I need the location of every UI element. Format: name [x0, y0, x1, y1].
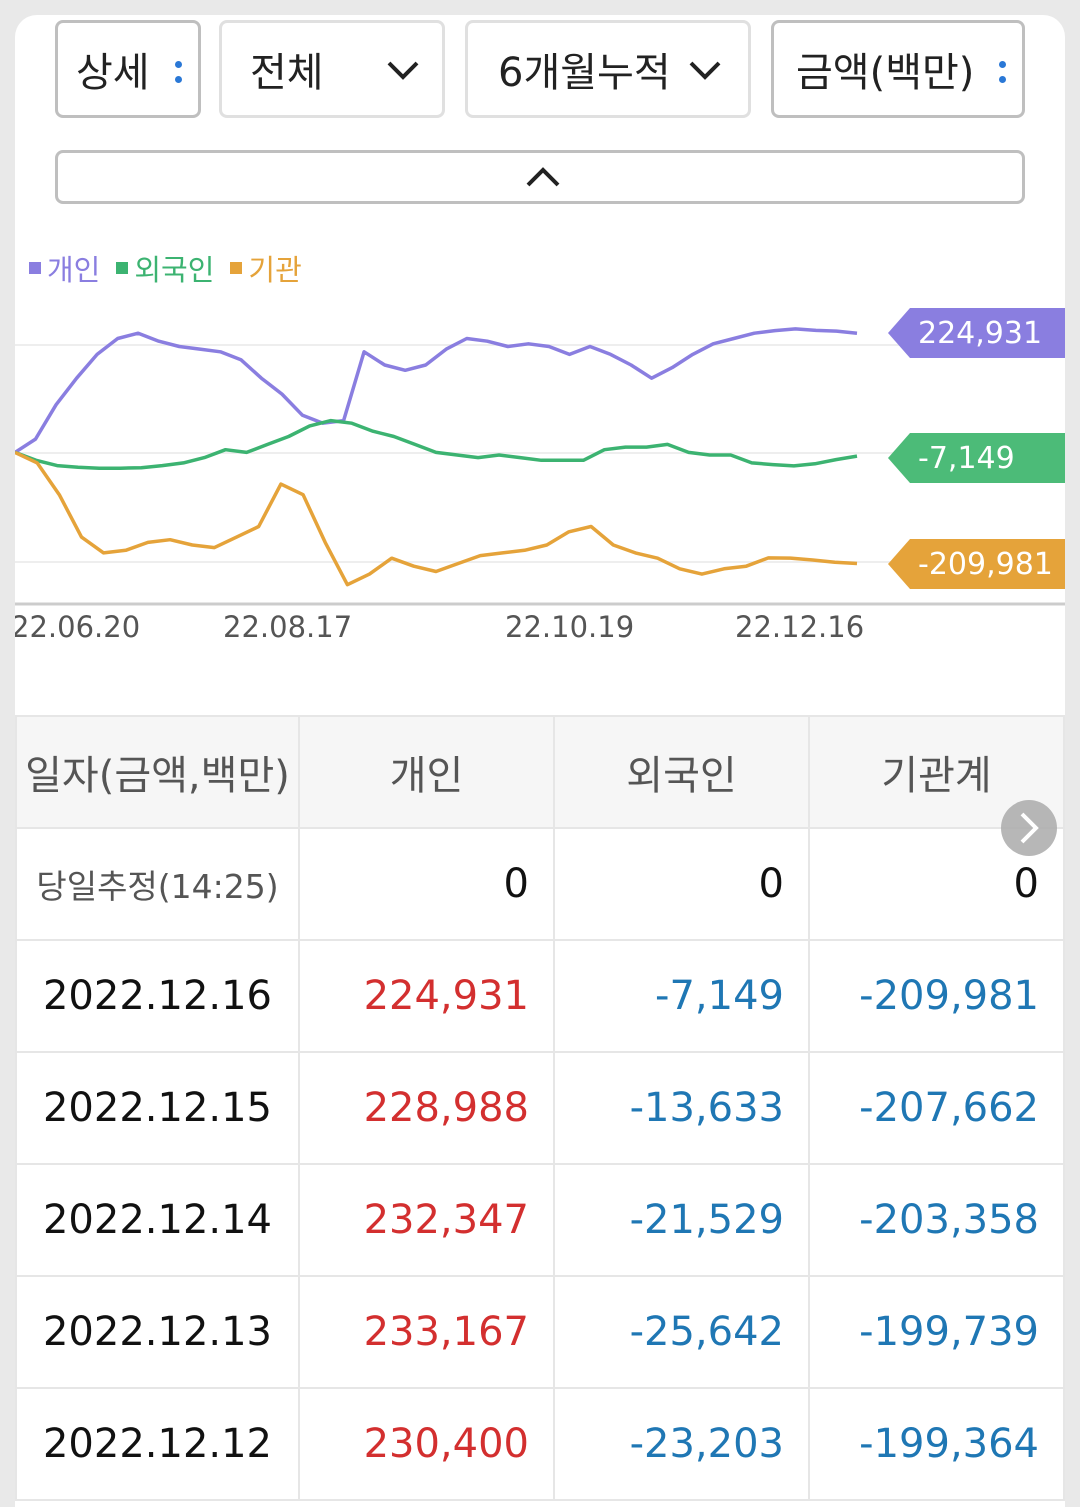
table-row: 2022.12.16 224,931 -7,149 -209,981 [15, 939, 1065, 1053]
legend-swatch [116, 262, 129, 274]
series-line-0 [15, 327, 858, 454]
x-tick-label: 22.08.17 [223, 610, 352, 644]
row-foreign: 0 [553, 827, 810, 941]
row-foreign: -13,633 [553, 1051, 810, 1165]
row-institution: -203,358 [808, 1163, 1065, 1277]
chart-legend: 개인 외국인 기관 [29, 247, 302, 289]
table-row: 2022.12.13 233,167 -25,642 -199,739 [15, 1275, 1065, 1389]
scope-label: 전체 [250, 50, 324, 96]
table-row: 당일추정(14:25) 0 0 0 [15, 827, 1065, 941]
tag-value: -7,149 [918, 440, 1015, 476]
period-dropdown[interactable]: 6개월누적 [465, 20, 751, 118]
row-institution: -199,364 [808, 1387, 1065, 1501]
trend-line-chart: 22.06.20 22.08.17 22.10.19 22.12.16 [15, 327, 1065, 644]
unit-menu-button[interactable]: 금액(백만) [771, 20, 1025, 118]
detail-label: 상세 [76, 50, 150, 96]
legend-swatch [230, 262, 243, 274]
detail-menu-button[interactable]: 상세 [55, 20, 201, 118]
table-row: 2022.12.15 228,988 -13,633 -207,662 [15, 1051, 1065, 1165]
row-individual: 0 [298, 827, 555, 941]
row-individual: 228,988 [298, 1051, 555, 1165]
row-foreign: -7,149 [553, 939, 810, 1053]
row-institution: -209,981 [808, 939, 1065, 1053]
series-line-2 [15, 450, 858, 587]
individual-last-value-tag: 224,931 [888, 308, 1065, 358]
kebab-icon [999, 61, 1006, 83]
table-row: 2022.12.12 230,400 -23,203 -199,364 [15, 1387, 1065, 1501]
table-header-row: 일자(금액,백만) 개인 외국인 기관계 [15, 715, 1065, 829]
row-foreign: -23,203 [553, 1387, 810, 1501]
tag-value: 224,931 [918, 315, 1043, 351]
series-line-1 [15, 418, 858, 470]
row-institution: -207,662 [808, 1051, 1065, 1165]
chevron-down-icon [387, 61, 419, 80]
legend-label: 개인 [47, 253, 101, 287]
row-date: 2022.12.16 [15, 939, 300, 1053]
period-label: 6개월누적 [498, 50, 671, 96]
legend-label: 기관 [248, 253, 302, 287]
row-foreign: -25,642 [553, 1275, 810, 1389]
foreign-last-value-tag: -7,149 [888, 433, 1065, 483]
investor-table: 일자(금액,백만) 개인 외국인 기관계 당일추정(14:25) 0 0 0 2… [15, 715, 1065, 1501]
legend-item-institution: 기관 [230, 247, 302, 289]
header-individual: 개인 [298, 715, 555, 829]
x-tick-label: 22.12.16 [735, 610, 864, 644]
legend-label: 외국인 [134, 253, 215, 287]
chevron-right-icon [1020, 812, 1039, 844]
investor-trend-card: 상세 전체 6개월누적 금액(백만) 개인 외국인 [15, 15, 1065, 1507]
row-date: 2022.12.13 [15, 1275, 300, 1389]
legend-item-foreign: 외국인 [116, 247, 214, 289]
scope-dropdown[interactable]: 전체 [219, 20, 445, 118]
kebab-icon [175, 61, 182, 83]
header-date: 일자(금액,백만) [15, 715, 300, 829]
row-date: 2022.12.15 [15, 1051, 300, 1165]
row-individual: 224,931 [298, 939, 555, 1053]
unit-label: 금액(백만) [796, 50, 975, 96]
x-tick-label: 22.10.19 [505, 610, 634, 644]
chevron-down-icon [689, 61, 721, 80]
table-row: 2022.12.14 232,347 -21,529 -203,358 [15, 1163, 1065, 1277]
header-foreign: 외국인 [553, 715, 810, 829]
legend-swatch [29, 262, 41, 274]
row-date: 당일추정(14:25) [15, 827, 300, 941]
chevron-up-icon [526, 167, 560, 187]
table-scroll-next-button[interactable] [1001, 800, 1057, 856]
x-tick-label: 22.06.20 [15, 610, 140, 644]
tag-value: -209,981 [918, 546, 1053, 582]
row-individual: 233,167 [298, 1275, 555, 1389]
row-foreign: -21,529 [553, 1163, 810, 1277]
legend-item-individual: 개인 [29, 247, 100, 289]
row-individual: 232,347 [298, 1163, 555, 1277]
collapse-toggle[interactable] [55, 150, 1025, 204]
row-institution: -199,739 [808, 1275, 1065, 1389]
institution-last-value-tag: -209,981 [888, 539, 1065, 589]
row-date: 2022.12.14 [15, 1163, 300, 1277]
row-date: 2022.12.12 [15, 1387, 300, 1501]
row-individual: 230,400 [298, 1387, 555, 1501]
